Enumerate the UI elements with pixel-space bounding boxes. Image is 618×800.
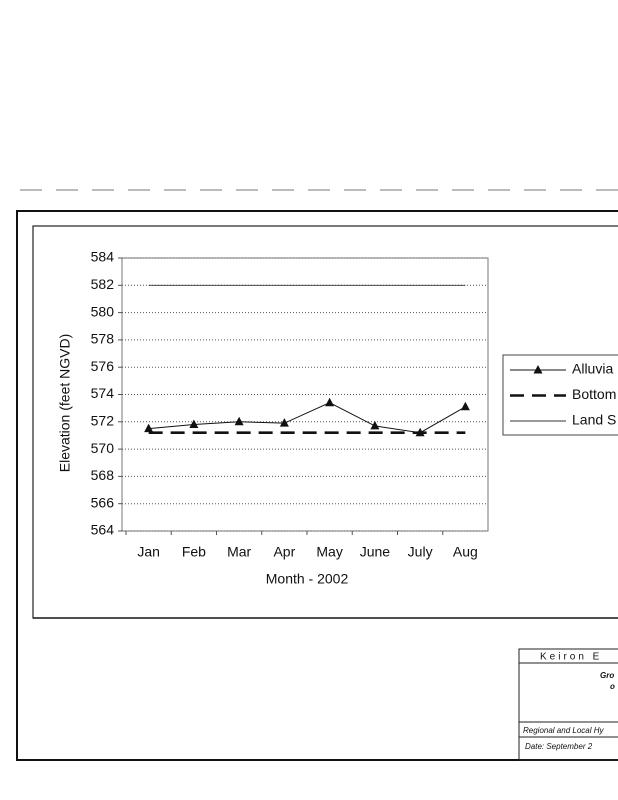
tb-line: Gro [600,671,614,680]
x-tick-label: June [360,544,391,560]
legend-label: Bottom [572,386,616,402]
x-tick-label: Jan [137,544,160,560]
tb-line: Regional and Local Hy [523,726,604,735]
point-marker [370,420,380,430]
y-tick-label: 578 [91,331,115,347]
point-marker [144,423,154,433]
legend-label: Alluvia [572,361,613,377]
y-tick-label: 570 [91,440,115,456]
x-axis-label: Month - 2002 [266,571,349,587]
y-tick-label: 566 [91,494,115,510]
tb-company: Keiron E [540,652,602,663]
outer-frame [16,210,618,761]
x-tick-label: Feb [182,544,206,560]
y-tick-label: 568 [91,467,115,483]
title-block [518,648,618,761]
x-tick-label: Aug [453,544,478,560]
y-tick-label: 576 [91,358,115,374]
y-tick-label: 574 [91,385,115,401]
series-line [148,402,466,434]
x-tick-label: Apr [273,544,295,560]
point-marker [279,418,289,427]
point-marker [460,401,470,411]
x-tick-label: May [316,544,342,560]
tb-line: o [610,682,615,691]
legend-label: Land S [572,412,616,428]
y-axis-label: Elevation (feet NGVD) [57,334,73,473]
point-marker [189,419,199,429]
y-tick-label: 580 [91,303,115,319]
point-marker [234,416,244,426]
x-tick-label: Mar [227,544,251,560]
tb-date: Date: September 2 [525,742,593,751]
y-tick-label: 572 [91,413,115,429]
y-tick-label: 582 [91,276,115,292]
point-marker [325,397,335,407]
y-tick-label: 584 [91,249,115,265]
y-tick-label: 564 [91,522,115,538]
legend-marker [533,365,543,374]
x-tick-label: July [408,544,433,560]
